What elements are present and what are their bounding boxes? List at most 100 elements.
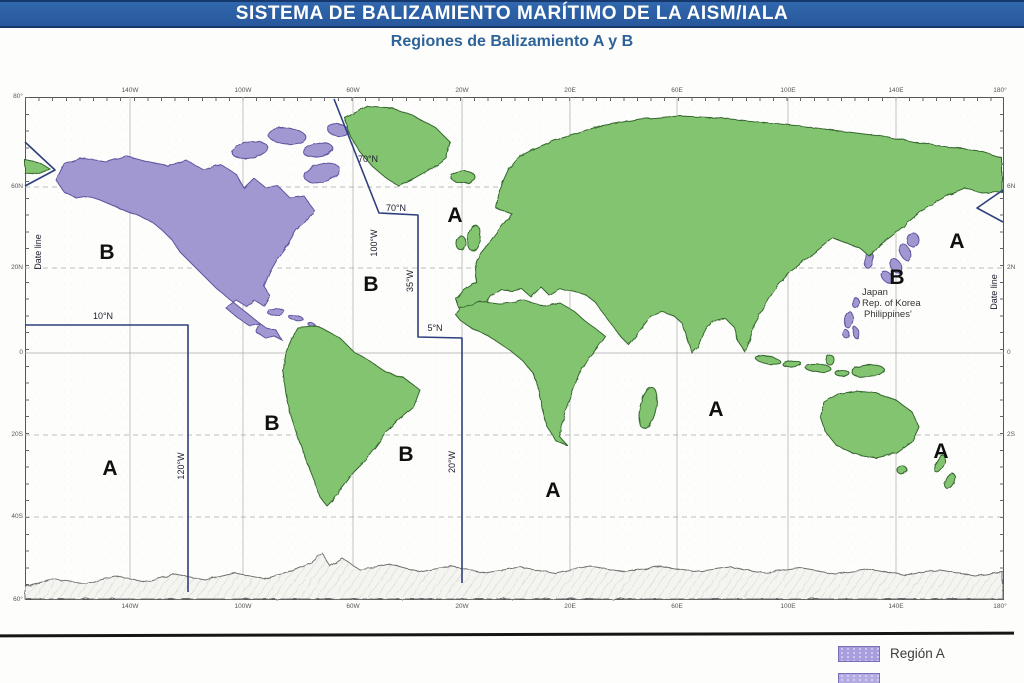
arctic-island	[267, 127, 307, 145]
longitude-label-bottom: 100W	[234, 603, 252, 610]
philippines-island	[842, 329, 850, 339]
indonesia-island	[834, 369, 850, 377]
java	[782, 360, 802, 368]
new-zealand-south	[944, 473, 956, 489]
region-letter: B	[99, 241, 115, 264]
baffin-island	[303, 162, 341, 184]
legend-swatch	[838, 645, 880, 662]
chukotka	[24, 159, 52, 175]
longitude-label-bottom: 20E	[564, 603, 576, 610]
longitude-label-top: 180°	[993, 87, 1007, 94]
caribbean-island	[267, 308, 285, 316]
arctic-island	[302, 142, 334, 158]
boundary-label: Date line	[989, 274, 999, 310]
boundary-label: 100°W	[369, 229, 379, 257]
sumatra	[754, 355, 782, 365]
region-b-landmasses	[55, 123, 920, 342]
iceland	[450, 170, 476, 184]
greenland	[344, 105, 451, 187]
page-title: SISTEMA DE BALIZAMIENTO MARÍTIMO DE LA A…	[235, 3, 789, 24]
legend-label: Región A	[890, 646, 945, 661]
title-bar: SISTEMA DE BALIZAMIENTO MARÍTIMO DE LA A…	[0, 0, 1024, 28]
longitude-label-bottom: 140E	[888, 603, 904, 610]
longitude-label-top: 60E	[671, 87, 683, 94]
new-guinea	[851, 364, 885, 378]
region-letter: A	[545, 479, 561, 502]
region-letter: B	[264, 412, 280, 435]
japan-honshu	[898, 243, 912, 261]
latitude-label-left: 20S	[11, 430, 23, 438]
longitude-label-top: 60W	[346, 87, 360, 94]
country-label: Philippines'	[864, 309, 912, 320]
longitude-label-top: 140W	[121, 87, 139, 94]
australia	[819, 390, 920, 459]
region-letter: A	[447, 204, 463, 227]
latitude-label-right: 2S	[1007, 430, 1015, 438]
legend-item: Región A	[838, 645, 1024, 662]
longitude-label-top: 20W	[455, 87, 469, 94]
madagascar	[638, 386, 658, 430]
antarctica	[24, 552, 1004, 600]
latitude-label-right: 6N	[1007, 182, 1016, 190]
north-america	[55, 155, 315, 342]
latitude-label-left: 0	[19, 348, 23, 356]
region-boundary-lines	[24, 98, 1004, 592]
sulawesi	[825, 354, 835, 366]
country-label: Rep. of Korea	[862, 298, 921, 309]
region-letter: B	[889, 266, 905, 289]
tasmania	[896, 465, 908, 475]
boundary-label: 120°W	[176, 452, 186, 480]
boundary-label: 10°N	[92, 311, 114, 321]
page-subtitle: Regiones de Balizamiento A y B	[390, 33, 634, 50]
region-letter: A	[933, 440, 949, 463]
legend-item	[838, 672, 1024, 683]
great-britain	[467, 224, 481, 252]
caribbean-island	[288, 314, 304, 322]
longitude-label-bottom: 20W	[455, 603, 469, 610]
region-letter: A	[949, 230, 965, 253]
longitude-label-bottom: 60E	[671, 603, 683, 610]
region-letter: A	[102, 457, 118, 480]
borneo	[804, 363, 832, 373]
longitude-label-top: 100E	[780, 87, 796, 94]
japan-island	[880, 270, 894, 284]
philippines-island	[844, 311, 854, 329]
eurasia	[455, 115, 1003, 354]
region-a-landmasses	[24, 105, 1003, 507]
region-letter: A	[708, 398, 724, 421]
latitude-label-left: 60°	[13, 595, 23, 603]
longitude-label-bottom: 100E	[780, 603, 796, 610]
latitude-label-left: 80°	[13, 92, 23, 100]
country-label: Japan	[862, 287, 888, 298]
longitude-label-bottom: 140W	[121, 603, 139, 610]
africa	[454, 299, 606, 447]
boundary-label: 70°N	[357, 154, 379, 164]
date-line-chevron-west	[24, 141, 56, 187]
latitude-label-left: 60N	[11, 182, 23, 190]
longitude-label-top: 140E	[888, 87, 904, 94]
arctic-island	[231, 141, 269, 159]
region-letter: B	[363, 273, 379, 296]
boundary-label: 35°W	[405, 269, 415, 293]
longitude-label-top: 100W	[234, 87, 252, 94]
japan-hokkaido	[906, 232, 920, 248]
longitude-label-bottom: 180°	[993, 603, 1007, 610]
longitude-label-top: 20E	[564, 87, 576, 94]
boundary-label: 20°W	[447, 450, 457, 474]
latitude-label-left: 20N	[11, 263, 23, 271]
south-america	[282, 325, 421, 507]
region-letter: B	[398, 443, 414, 466]
boundary-label: 5°N	[427, 323, 443, 333]
boundary-label: Date line	[33, 234, 43, 270]
pacific-boundary-line	[25, 324, 189, 592]
latitude-label-right: 0	[1007, 348, 1011, 356]
longitude-label-bottom: 60W	[346, 603, 360, 610]
atlantic-boundary-line	[333, 98, 463, 583]
legend: Región A	[838, 645, 1024, 683]
legend-swatch	[838, 672, 880, 683]
ireland	[455, 235, 467, 251]
japan-island	[889, 258, 903, 274]
latitude-label-right: 2N	[1007, 263, 1016, 271]
